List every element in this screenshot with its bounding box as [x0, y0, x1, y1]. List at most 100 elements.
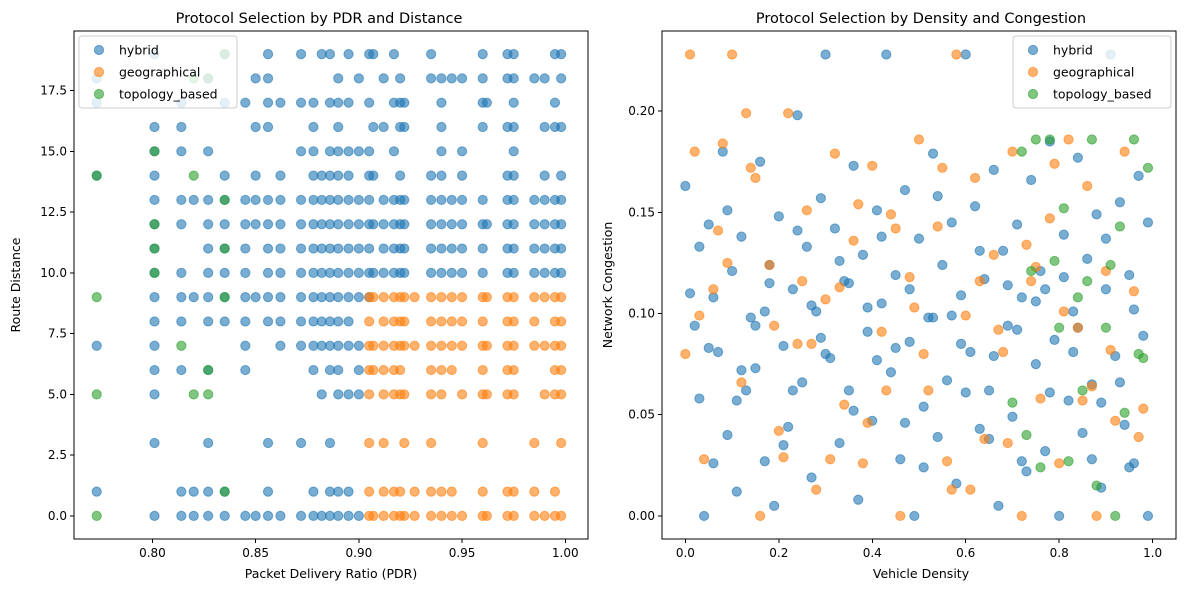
data-point: [364, 194, 375, 206]
data-point: [295, 316, 307, 327]
data-point: [750, 320, 761, 331]
data-point: [456, 389, 468, 400]
data-point: [712, 225, 724, 236]
data-point: [955, 338, 967, 349]
data-point: [556, 340, 567, 351]
data-point: [343, 97, 354, 108]
data-point: [764, 278, 775, 289]
data-point: [308, 364, 319, 376]
data-point: [343, 316, 354, 327]
data-point: [1016, 292, 1027, 303]
chart-density-congestion: Protocol Selection by Density and Conges…: [600, 11, 1177, 581]
data-point: [203, 316, 214, 327]
data-point: [378, 316, 389, 327]
data-point: [91, 340, 102, 351]
data-point: [333, 170, 344, 181]
y-tick-label: 10.0: [40, 266, 67, 280]
data-point: [927, 148, 939, 159]
data-point: [778, 452, 789, 463]
data-point: [188, 170, 199, 181]
data-point: [736, 231, 747, 242]
data-point: [801, 205, 812, 216]
data-point: [1063, 395, 1074, 406]
data-point: [890, 269, 901, 281]
data-point: [436, 316, 447, 327]
data-point: [689, 146, 700, 157]
data-point: [477, 316, 488, 327]
y-tick-label: 0.00: [628, 509, 655, 523]
data-point: [426, 73, 437, 84]
data-point: [149, 389, 160, 400]
data-point: [436, 510, 447, 522]
data-point: [731, 395, 742, 406]
data-point: [1128, 304, 1140, 315]
data-point: [862, 326, 873, 337]
data-point: [1058, 272, 1069, 283]
data-point: [556, 121, 567, 133]
data-point: [240, 194, 251, 206]
data-point: [1138, 403, 1149, 414]
data-point: [556, 437, 567, 449]
data-point: [1063, 456, 1074, 467]
data-point: [993, 500, 1004, 511]
data-point: [149, 510, 160, 522]
data-point: [778, 340, 789, 352]
x-tick-label: 0.6: [956, 546, 975, 560]
data-point: [295, 48, 307, 60]
data-point: [960, 49, 971, 60]
data-point: [932, 431, 943, 443]
data-point: [988, 350, 999, 362]
data-point: [1100, 233, 1112, 244]
y-tick-label: 0.20: [628, 104, 655, 118]
data-point: [694, 310, 705, 321]
data-point: [539, 267, 550, 278]
data-point: [539, 121, 550, 133]
data-point: [388, 48, 400, 60]
data-point: [188, 292, 199, 303]
data-point: [149, 243, 160, 254]
data-point: [426, 389, 437, 400]
data-point: [456, 146, 468, 157]
data-point: [1096, 397, 1107, 408]
data-point: [918, 462, 929, 473]
data-point: [149, 194, 160, 206]
data-point: [456, 316, 468, 327]
data-point: [343, 219, 354, 230]
data-point: [446, 364, 457, 376]
data-point: [1068, 306, 1079, 317]
data-point: [409, 340, 420, 351]
data-point: [91, 389, 102, 400]
data-point: [909, 302, 920, 313]
data-point: [368, 292, 379, 303]
data-point: [262, 219, 274, 230]
data-point: [240, 243, 251, 254]
data-point: [477, 243, 488, 254]
data-point: [426, 316, 437, 327]
data-point: [712, 346, 724, 358]
data-point: [395, 364, 406, 376]
series-hybrid: [91, 48, 567, 522]
data-point: [149, 219, 160, 230]
data-point: [477, 194, 488, 206]
data-point: [219, 194, 230, 206]
data-point: [456, 510, 468, 522]
data-point: [426, 48, 437, 60]
x-axis-ticks: 0.80 0.85 0.90 0.95 1.00: [139, 539, 579, 560]
data-point: [343, 389, 354, 400]
data-point: [508, 146, 519, 157]
data-point: [295, 340, 307, 351]
data-point: [508, 486, 519, 497]
chart-pdr-distance: Protocol Selection by PDR and Distance 0…: [8, 11, 589, 581]
data-point: [1030, 359, 1041, 370]
data-point: [1086, 381, 1097, 392]
data-point: [904, 272, 915, 283]
data-point: [1133, 431, 1144, 443]
data-point: [188, 389, 199, 400]
data-point: [250, 194, 261, 206]
data-point: [1040, 284, 1051, 295]
data-point: [1021, 429, 1032, 441]
data-point: [176, 316, 187, 327]
data-point: [149, 316, 160, 327]
data-point: [1049, 158, 1060, 169]
data-point: [1058, 306, 1069, 317]
